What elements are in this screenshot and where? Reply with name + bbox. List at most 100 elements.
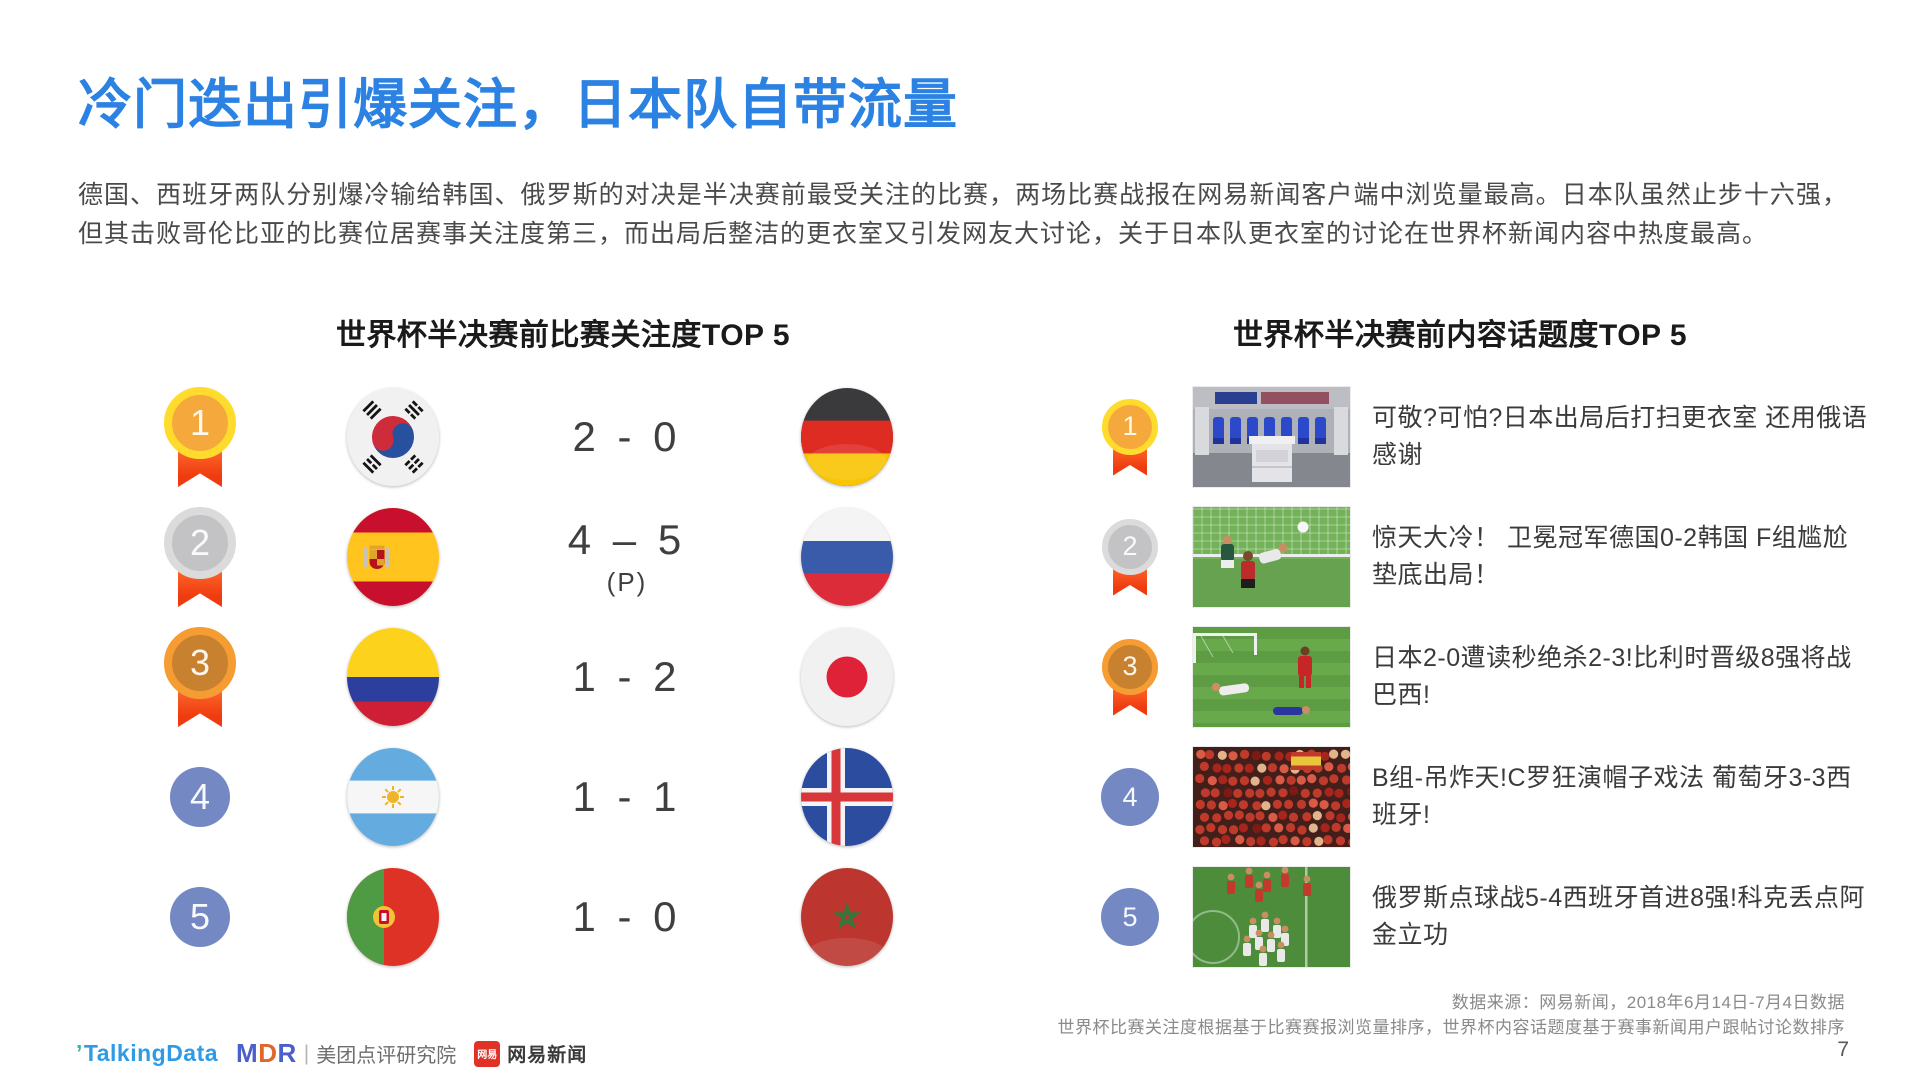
score-cell: 4 – 5 (P) bbox=[512, 497, 742, 617]
news-thumbnail-cell bbox=[1193, 857, 1350, 977]
match-attention-heading: 世界杯半决赛前比赛关注度TOP 5 bbox=[335, 319, 791, 352]
data-source-note: 数据来源：网易新闻，2018年6月14日-7月4日数据 bbox=[1451, 993, 1845, 1012]
rank-circle: 5 bbox=[1101, 888, 1159, 946]
content-topic-heading: 世界杯半决赛前内容话题度TOP 5 bbox=[1232, 319, 1688, 352]
news-headline: 日本2-0遭读秒绝杀2-3!比利时晋级8强将战巴西! bbox=[1372, 644, 1852, 709]
topic-row-4: 4 B组-吊炸天!C罗狂演帽子戏法 葡萄牙3-3西班牙! bbox=[0, 737, 1921, 857]
mdr-letter: D bbox=[258, 1038, 278, 1068]
flag-morocco-icon bbox=[801, 868, 893, 966]
match-rank-cell: 3 bbox=[158, 617, 242, 737]
rank-number: 1 bbox=[1122, 411, 1138, 441]
team2-flag-cell bbox=[800, 857, 894, 977]
rank-4-badge: 4 bbox=[170, 767, 230, 827]
rank-circle: 5 bbox=[170, 887, 230, 947]
topic-row-3: 3 日本2-0遭读秒绝杀2-3!比利时晋级8强将战巴西! bbox=[0, 617, 1921, 737]
team1-flag-cell bbox=[346, 497, 440, 617]
mdr-wordmark: MDR bbox=[236, 1038, 297, 1069]
flag-south-korea-icon bbox=[347, 388, 439, 486]
team1-flag-cell bbox=[346, 857, 440, 977]
medal-circle: 1 bbox=[164, 387, 236, 459]
match-score: 1 - 2 bbox=[572, 653, 682, 700]
flag-iceland-icon bbox=[801, 748, 893, 846]
netease-news-logo: 网易 网易新闻 bbox=[474, 1040, 587, 1067]
news-thumbnail-cell bbox=[1193, 497, 1350, 617]
rank-number: 5 bbox=[1122, 901, 1138, 932]
news-headline: 可敬?可怕?日本出局后打扫更衣室 还用俄语感谢 bbox=[1372, 404, 1868, 469]
rank-5-badge: 5 bbox=[170, 887, 230, 947]
flag-japan-icon bbox=[801, 628, 893, 726]
match-rank-cell: 1 bbox=[158, 377, 242, 497]
mdr-label: 美团点评研究院 bbox=[316, 1045, 457, 1067]
rank-2-medal-icon: 2 bbox=[164, 507, 236, 607]
match-row-3: 3 1 - 2 bbox=[0, 617, 1921, 737]
match-row-2: 2 4 – 5 (P) bbox=[0, 497, 1921, 617]
news-headline: B组-吊炸天!C罗狂演帽子戏法 葡萄牙3-3西班牙! bbox=[1372, 764, 1852, 829]
topic-row-1: 1 可敬?可怕?日本出局后打扫更衣室 还用俄语感谢 bbox=[0, 377, 1921, 497]
news-thumbnail-locker-room bbox=[1193, 387, 1350, 487]
team2-flag-cell bbox=[800, 497, 894, 617]
penalty-shootout-note: (P) bbox=[606, 567, 648, 597]
rank-number: 3 bbox=[1122, 651, 1138, 681]
team2-flag-cell bbox=[800, 737, 894, 857]
talkingdata-tick-icon bbox=[76, 1040, 84, 1067]
page-number: 7 bbox=[1837, 1038, 1849, 1061]
news-thumbnail-belgium-comeback bbox=[1193, 627, 1350, 727]
flag-argentina-icon bbox=[347, 748, 439, 846]
news-headline: 惊天大冷！ 卫冕冠军德国0-2韩国 F组尴尬垫底出局！ bbox=[1372, 524, 1849, 589]
news-headline-cell: 惊天大冷！ 卫冕冠军德国0-2韩国 F组尴尬垫底出局！ bbox=[1372, 497, 1872, 617]
rank-3-medal-icon: 3 bbox=[1102, 638, 1158, 716]
topic-rank-cell: 1 bbox=[1094, 377, 1166, 497]
ranking-method-note: 世界杯比赛关注度根据基于比赛赛报浏览量排序，世界杯内容话题度基于赛事新闻用户跟帖… bbox=[1057, 1018, 1845, 1037]
match-row-5: 5 1 - 0 bbox=[0, 857, 1921, 977]
news-headline-cell: 可敬?可怕?日本出局后打扫更衣室 还用俄语感谢 bbox=[1372, 377, 1872, 497]
score-cell: 1 - 0 bbox=[512, 857, 742, 977]
intro-paragraph: 德国、西班牙两队分别爆冷输给韩国、俄罗斯的对决是半决赛前最受关注的比赛，两场比赛… bbox=[78, 181, 1848, 248]
match-score: 1 - 1 bbox=[572, 773, 682, 820]
flag-russia-icon bbox=[801, 508, 893, 606]
match-score: 4 – 5 bbox=[567, 516, 687, 563]
topic-rank-cell: 5 bbox=[1094, 857, 1166, 977]
news-headline-cell: 俄罗斯点球战5-4西班牙首进8强!科克丢点阿金立功 bbox=[1372, 857, 1872, 977]
meituan-dianping-institute-logo: MDR | 美团点评研究院 bbox=[236, 1038, 456, 1069]
page-title: 冷门迭出引爆关注，日本队自带流量 bbox=[78, 75, 958, 135]
score-cell: 1 - 2 bbox=[512, 617, 742, 737]
match-score: 1 - 0 bbox=[572, 893, 682, 940]
topic-row-2: 2 惊天大冷！ 卫冕冠军德国0-2韩国 F组尴尬垫底出局！ bbox=[0, 497, 1921, 617]
team1-flag-cell bbox=[346, 377, 440, 497]
rank-number: 4 bbox=[189, 776, 211, 817]
rank-1-medal-icon: 1 bbox=[1102, 398, 1158, 476]
match-score: 2 - 0 bbox=[572, 413, 682, 460]
match-rank-cell: 2 bbox=[158, 497, 242, 617]
topic-rank-cell: 4 bbox=[1094, 737, 1166, 857]
score-cell: 1 - 1 bbox=[512, 737, 742, 857]
news-thumbnail-red-crowd bbox=[1193, 747, 1350, 847]
match-rank-cell: 4 bbox=[158, 737, 242, 857]
news-thumbnail-goal-upset bbox=[1193, 507, 1350, 607]
team1-flag-cell bbox=[346, 617, 440, 737]
match-row-1: 1 2 - 0 bbox=[0, 377, 1921, 497]
topic-row-5: 5 俄罗斯点球战5-4西班牙首进8强!科克丢点阿金立功 bbox=[0, 857, 1921, 977]
match-rank-cell: 5 bbox=[158, 857, 242, 977]
news-thumbnail-cell bbox=[1193, 377, 1350, 497]
flag-germany-icon bbox=[801, 388, 893, 486]
rank-circle: 4 bbox=[1101, 768, 1159, 826]
rank-1-medal-icon: 1 bbox=[164, 387, 236, 487]
netease-label: 网易新闻 bbox=[507, 1045, 588, 1066]
topic-rank-cell: 2 bbox=[1094, 497, 1166, 617]
mdr-letter: R bbox=[277, 1038, 297, 1068]
rank-number: 3 bbox=[189, 642, 211, 683]
medal-circle: 2 bbox=[164, 507, 236, 579]
rank-number: 1 bbox=[189, 402, 211, 443]
score-cell: 2 - 0 bbox=[512, 377, 742, 497]
rank-number: 4 bbox=[1122, 781, 1138, 812]
topic-rank-cell: 3 bbox=[1094, 617, 1166, 737]
match-row-4: 4 1 - 1 bbox=[0, 737, 1921, 857]
news-thumbnail-cell bbox=[1193, 737, 1350, 857]
rank-2-medal-icon: 2 bbox=[1102, 518, 1158, 596]
rank-3-medal-icon: 3 bbox=[164, 627, 236, 727]
news-headline-cell: B组-吊炸天!C罗狂演帽子戏法 葡萄牙3-3西班牙! bbox=[1372, 737, 1872, 857]
medal-circle: 3 bbox=[164, 627, 236, 699]
rank-circle: 4 bbox=[170, 767, 230, 827]
